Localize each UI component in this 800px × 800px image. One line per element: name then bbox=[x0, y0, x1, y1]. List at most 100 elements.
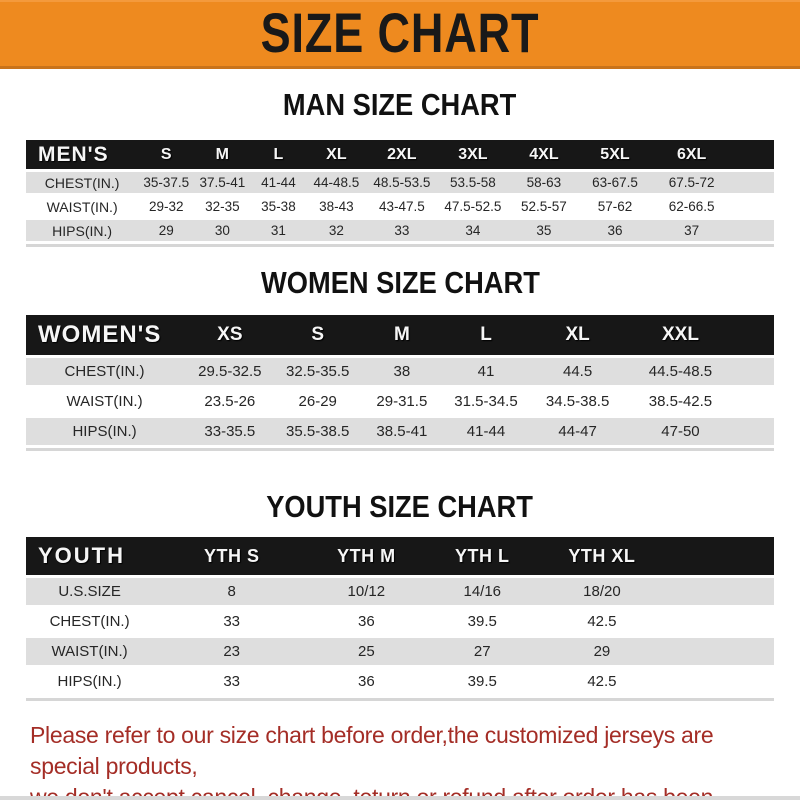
row-label: HIPS(IN.) bbox=[26, 220, 139, 241]
size-column-header: XL bbox=[527, 315, 629, 355]
women-size-chart-heading: WOMEN SIZE CHART bbox=[260, 265, 540, 300]
spacer-cell bbox=[732, 388, 774, 415]
women-size-table: WOMEN'S XS S M L XL XXL CHEST(IN.) 29.5-32.5 32.5… bbox=[26, 312, 774, 451]
youth-size-chart-heading: YOUTH SIZE CHART bbox=[266, 489, 534, 524]
size-value-cell: 33-35.5 bbox=[183, 418, 277, 445]
size-value-cell: 44-48.5 bbox=[306, 172, 367, 193]
size-column-header: XS bbox=[183, 315, 277, 355]
size-column-header: S bbox=[276, 315, 359, 355]
size-value-cell: 8 bbox=[153, 578, 311, 605]
size-value-cell: 47-50 bbox=[628, 418, 733, 445]
size-column-header: YTH L bbox=[422, 537, 543, 575]
size-value-cell: 38.5-42.5 bbox=[628, 388, 733, 415]
page-title: SIZE CHART bbox=[260, 2, 540, 65]
size-value-cell: 58-63 bbox=[508, 172, 580, 193]
size-value-cell: 57-62 bbox=[579, 196, 651, 217]
size-value-cell: 63-67.5 bbox=[579, 172, 651, 193]
size-value-cell: 33 bbox=[366, 220, 438, 241]
row-label: WAIST(IN.) bbox=[26, 388, 184, 415]
man-size-chart-heading: MAN SIZE CHART bbox=[283, 87, 517, 122]
youth-size-table: YOUTH YTH S YTH M YTH L YTH XL U.S.SIZE 8 10/12… bbox=[26, 534, 774, 701]
size-value-cell: 42.5 bbox=[542, 608, 662, 635]
table-header-row: YOUTH YTH S YTH M YTH L YTH XL bbox=[26, 537, 774, 575]
size-value-cell: 35 bbox=[508, 220, 580, 241]
row-label: WAIST(IN.) bbox=[26, 638, 154, 665]
disclaimer-line-1: Please refer to our size chart before or… bbox=[30, 722, 714, 779]
size-column-header: 4XL bbox=[508, 140, 580, 169]
size-column-header: M bbox=[194, 140, 251, 169]
size-value-cell: 32.5-35.5 bbox=[276, 358, 359, 385]
table-row: WAIST(IN.) 23 25 27 29 bbox=[26, 638, 774, 665]
size-value-cell: 44.5 bbox=[527, 358, 629, 385]
size-value-cell: 62-66.5 bbox=[650, 196, 733, 217]
title-banner: SIZE CHART bbox=[0, 0, 800, 69]
spacer-cell bbox=[732, 172, 774, 193]
size-value-cell: 33 bbox=[153, 608, 311, 635]
disclaimer-note: Please refer to our size chart before or… bbox=[30, 720, 770, 800]
size-column-header: YTH S bbox=[153, 537, 311, 575]
size-value-cell: 36 bbox=[310, 668, 423, 695]
row-label: CHEST(IN.) bbox=[26, 172, 139, 193]
size-value-cell: 29-32 bbox=[138, 196, 195, 217]
size-value-cell: 38.5-41 bbox=[358, 418, 445, 445]
row-label: CHEST(IN.) bbox=[26, 358, 184, 385]
spacer-cell bbox=[661, 537, 774, 575]
size-value-cell: 36 bbox=[310, 608, 423, 635]
size-value-cell: 18/20 bbox=[542, 578, 662, 605]
size-value-cell: 52.5-57 bbox=[508, 196, 580, 217]
size-value-cell: 39.5 bbox=[422, 668, 543, 695]
size-column-header: L bbox=[250, 140, 307, 169]
size-value-cell: 41-44 bbox=[444, 418, 528, 445]
spacer-cell bbox=[661, 668, 774, 695]
size-value-cell: 29-31.5 bbox=[358, 388, 445, 415]
size-column-header: S bbox=[138, 140, 195, 169]
size-value-cell: 35.5-38.5 bbox=[276, 418, 359, 445]
size-column-header: XL bbox=[306, 140, 367, 169]
spacer-cell bbox=[661, 608, 774, 635]
size-value-cell: 37 bbox=[650, 220, 733, 241]
size-value-cell: 31.5-34.5 bbox=[444, 388, 528, 415]
size-value-cell: 43-47.5 bbox=[366, 196, 438, 217]
size-value-cell: 35-37.5 bbox=[138, 172, 195, 193]
size-value-cell: 29.5-32.5 bbox=[183, 358, 277, 385]
size-column-header: 2XL bbox=[366, 140, 438, 169]
table-corner-label: YOUTH bbox=[26, 537, 154, 575]
size-value-cell: 67.5-72 bbox=[650, 172, 733, 193]
size-value-cell: 36 bbox=[579, 220, 651, 241]
man-section-heading-wrap: MAN SIZE CHART bbox=[0, 87, 800, 123]
table-row: WAIST(IN.) 29-32 32-35 35-38 38-43 43-47.5 47.… bbox=[26, 196, 774, 217]
table-row: CHEST(IN.) 33 36 39.5 42.5 bbox=[26, 608, 774, 635]
table-row: CHEST(IN.) 35-37.5 37.5-41 41-44 44-48.5 48.5… bbox=[26, 172, 774, 193]
size-value-cell: 29 bbox=[542, 638, 662, 665]
size-value-cell: 41 bbox=[444, 358, 528, 385]
table-row: U.S.SIZE 8 10/12 14/16 18/20 bbox=[26, 578, 774, 605]
row-label: HIPS(IN.) bbox=[26, 668, 154, 695]
size-value-cell: 39.5 bbox=[422, 608, 543, 635]
table-corner-label: MEN'S bbox=[26, 140, 139, 169]
men-size-table: MEN'S S M L XL 2XL 3XL 4XL 5XL 6XL CHEST(IN.) 35-37… bbox=[26, 137, 774, 247]
table-header-row: WOMEN'S XS S M L XL XXL bbox=[26, 315, 774, 355]
size-value-cell: 37.5-41 bbox=[194, 172, 251, 193]
size-value-cell: 48.5-53.5 bbox=[366, 172, 438, 193]
size-value-cell: 14/16 bbox=[422, 578, 543, 605]
spacer-cell bbox=[661, 638, 774, 665]
row-label: HIPS(IN.) bbox=[26, 418, 184, 445]
row-label: CHEST(IN.) bbox=[26, 608, 154, 635]
size-value-cell: 35-38 bbox=[250, 196, 307, 217]
spacer-cell bbox=[732, 220, 774, 241]
size-value-cell: 29 bbox=[138, 220, 195, 241]
table-row: HIPS(IN.) 33-35.5 35.5-38.5 38.5-41 41-44 44-… bbox=[26, 418, 774, 445]
size-column-header: L bbox=[444, 315, 528, 355]
size-value-cell: 38-43 bbox=[306, 196, 367, 217]
size-value-cell: 25 bbox=[310, 638, 423, 665]
table-header-row: MEN'S S M L XL 2XL 3XL 4XL 5XL 6XL bbox=[26, 140, 774, 169]
size-value-cell: 44.5-48.5 bbox=[628, 358, 733, 385]
size-value-cell: 32-35 bbox=[194, 196, 251, 217]
size-column-header: M bbox=[358, 315, 445, 355]
size-value-cell: 26-29 bbox=[276, 388, 359, 415]
size-value-cell: 10/12 bbox=[310, 578, 423, 605]
size-value-cell: 33 bbox=[153, 668, 311, 695]
table-corner-label: WOMEN'S bbox=[26, 315, 184, 355]
size-value-cell: 44-47 bbox=[527, 418, 629, 445]
size-value-cell: 23 bbox=[153, 638, 311, 665]
